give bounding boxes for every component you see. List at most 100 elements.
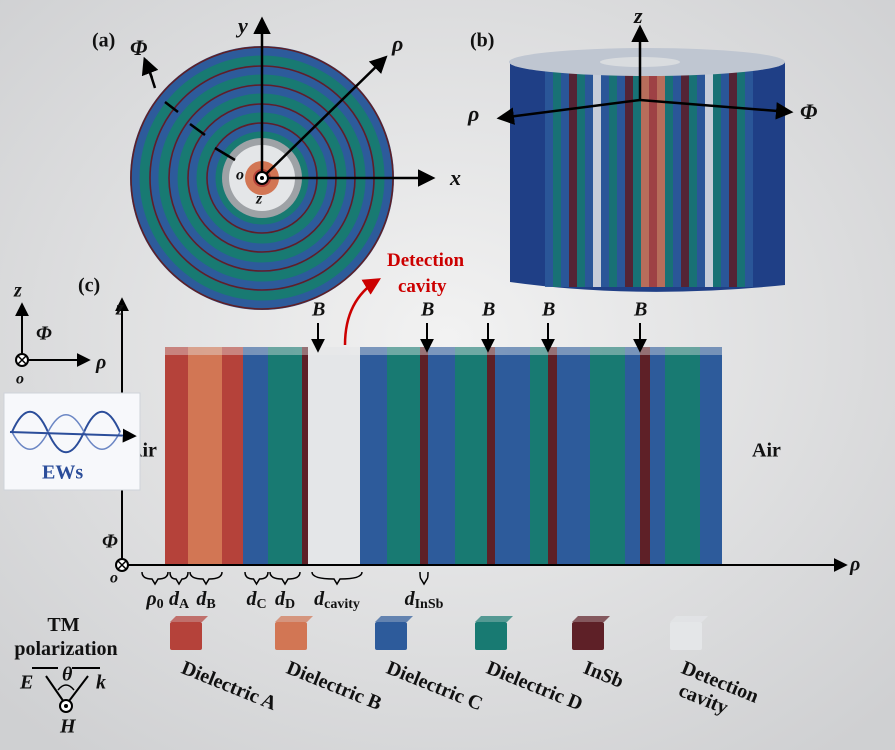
layer-top: [268, 347, 302, 355]
cylinder-layer: [601, 62, 609, 287]
legend-swatch-top: [375, 616, 413, 622]
layer: [455, 355, 487, 565]
layer: [188, 355, 222, 565]
layer: [222, 355, 243, 565]
origin-dot: [64, 704, 68, 708]
cylinder-layer: [665, 62, 673, 287]
layer: [387, 355, 420, 565]
cylinder-layer: [617, 62, 625, 287]
layer-top: [700, 347, 722, 355]
layer-top: [387, 347, 420, 355]
layer: [495, 355, 530, 565]
layer: [243, 355, 268, 565]
axis-label: ρ: [391, 31, 403, 56]
axis-label: o: [236, 167, 244, 184]
layer-top: [557, 347, 590, 355]
cylinder-layer: [681, 62, 689, 287]
layer-top: [243, 347, 268, 355]
cylinder-layer: [649, 62, 657, 287]
tm-label: E: [19, 672, 33, 694]
dimension-sub: A: [179, 597, 190, 612]
cylinder-layer: [713, 62, 721, 287]
cylinder-layer: [673, 62, 681, 287]
medium-label: Air: [752, 440, 781, 462]
axis-label: z: [255, 191, 263, 208]
layer-top: [455, 347, 487, 355]
axis-label: o: [110, 570, 118, 587]
origin-dot: [260, 176, 264, 180]
dimension-base: ρ: [145, 588, 156, 610]
axis-label: Φ: [800, 99, 817, 124]
layer: [548, 355, 557, 565]
cylinder-layer: [745, 62, 753, 287]
legend-swatch: [572, 622, 604, 650]
field-label: B: [633, 299, 647, 321]
dimension-sub: C: [256, 597, 266, 612]
axis-label: ρ: [467, 101, 479, 126]
legend-swatch: [275, 622, 307, 650]
layer: [487, 355, 495, 565]
cylinder-layer: [697, 62, 705, 287]
dimension-sub: cavity: [324, 597, 360, 612]
field-label: B: [311, 299, 325, 321]
layer-top: [302, 347, 308, 355]
legend-swatch-top: [572, 616, 610, 622]
tm-label: k: [96, 672, 106, 694]
layer-top: [222, 347, 243, 355]
cylinder-layer: [569, 62, 577, 287]
layer-top: [428, 347, 455, 355]
legend-swatch-top: [275, 616, 313, 622]
legend-swatch-top: [670, 616, 708, 622]
figure: (a) y x ρ Φ o z (b) z ρ Φ (c) Detection …: [0, 0, 895, 750]
legend-swatch-top: [170, 616, 208, 622]
layer-top: [650, 347, 665, 355]
layer: [360, 355, 387, 565]
panel-label: (b): [470, 30, 494, 52]
axis-label: x: [449, 165, 461, 190]
cylinder-layer: [561, 62, 569, 287]
layer-top: [308, 347, 360, 355]
cylinder-layer: [721, 62, 729, 287]
layer: [268, 355, 302, 565]
layer: [590, 355, 625, 565]
cylinder-layer: [577, 62, 585, 287]
panel-label: (c): [78, 275, 100, 297]
legend-swatch-top: [475, 616, 513, 622]
field-label: B: [541, 299, 555, 321]
cylinder-layer: [737, 62, 745, 287]
cylinder-layer: [625, 62, 633, 287]
cylinder-layer: [545, 62, 553, 287]
axis-label: Φ: [36, 323, 52, 345]
layer-top: [590, 347, 625, 355]
axis-label: z: [13, 280, 22, 302]
layer-top: [360, 347, 387, 355]
layer: [640, 355, 650, 565]
layer: [625, 355, 640, 565]
cylinder-layer: [689, 62, 697, 287]
cylinder-layer: [609, 62, 617, 287]
layer: [665, 355, 700, 565]
tm-label: H: [59, 716, 77, 738]
cylinder-layer: [585, 62, 593, 287]
dimension-sub: B: [206, 597, 215, 612]
tm-title-line: polarization: [14, 638, 117, 660]
axis-label: z: [633, 3, 643, 28]
cylinder-layer: [641, 62, 649, 287]
layer: [530, 355, 548, 565]
layer: [420, 355, 428, 565]
layer: [308, 355, 360, 565]
cylinder-layer: [553, 62, 561, 287]
layer: [650, 355, 665, 565]
ew-label: EWs: [42, 462, 83, 484]
layer: [557, 355, 590, 565]
panel-label: (a): [92, 30, 115, 52]
axis-label: z: [115, 298, 124, 320]
layer-top: [495, 347, 530, 355]
cylinder-layer: [729, 62, 737, 287]
cylinder-layer: [705, 62, 713, 287]
axis-label: ρ: [849, 554, 860, 576]
axis-label: Φ: [130, 35, 147, 60]
annotation-line: cavity: [398, 276, 447, 297]
layer: [700, 355, 722, 565]
tm-title-line: TM: [47, 614, 79, 636]
